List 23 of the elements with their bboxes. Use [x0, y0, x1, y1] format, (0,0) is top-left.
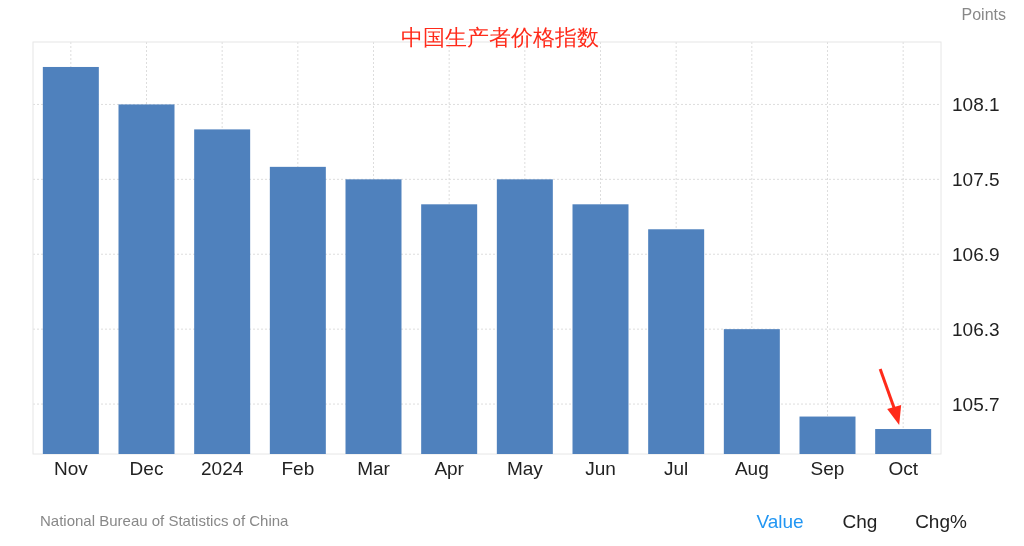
chart-title: 中国生产者价格指数: [401, 25, 599, 50]
x-tick-label: Sep: [810, 458, 845, 479]
text: Chg: [842, 511, 878, 532]
x-tick-label: Oct: [888, 458, 919, 479]
y-axis-title: Points: [961, 6, 1006, 23]
y-tick-label: 105.7: [952, 394, 1000, 416]
y-tick-label: 106.3: [952, 319, 1000, 341]
text: National Bureau of Statistics of China: [40, 512, 290, 529]
text: Chg%: [915, 511, 967, 532]
y-tick-label: 108.1: [952, 94, 1000, 116]
x-tick-label: Jul: [664, 458, 689, 479]
x-tick-label: Jun: [585, 458, 616, 479]
x-tick-label: Apr: [434, 458, 465, 479]
text: Value: [756, 511, 804, 532]
x-tick-label: 2024: [201, 458, 244, 479]
x-tick-label: Mar: [357, 458, 391, 479]
x-tick-label: Aug: [734, 458, 769, 479]
y-tick-label: 106.9: [952, 244, 1000, 266]
y-tick-label: 107.5: [952, 169, 1000, 191]
x-tick-label: Nov: [53, 458, 89, 479]
x-tick-label: Feb: [281, 458, 315, 479]
x-tick-label: May: [506, 458, 544, 479]
x-tick-label: Dec: [129, 458, 164, 479]
